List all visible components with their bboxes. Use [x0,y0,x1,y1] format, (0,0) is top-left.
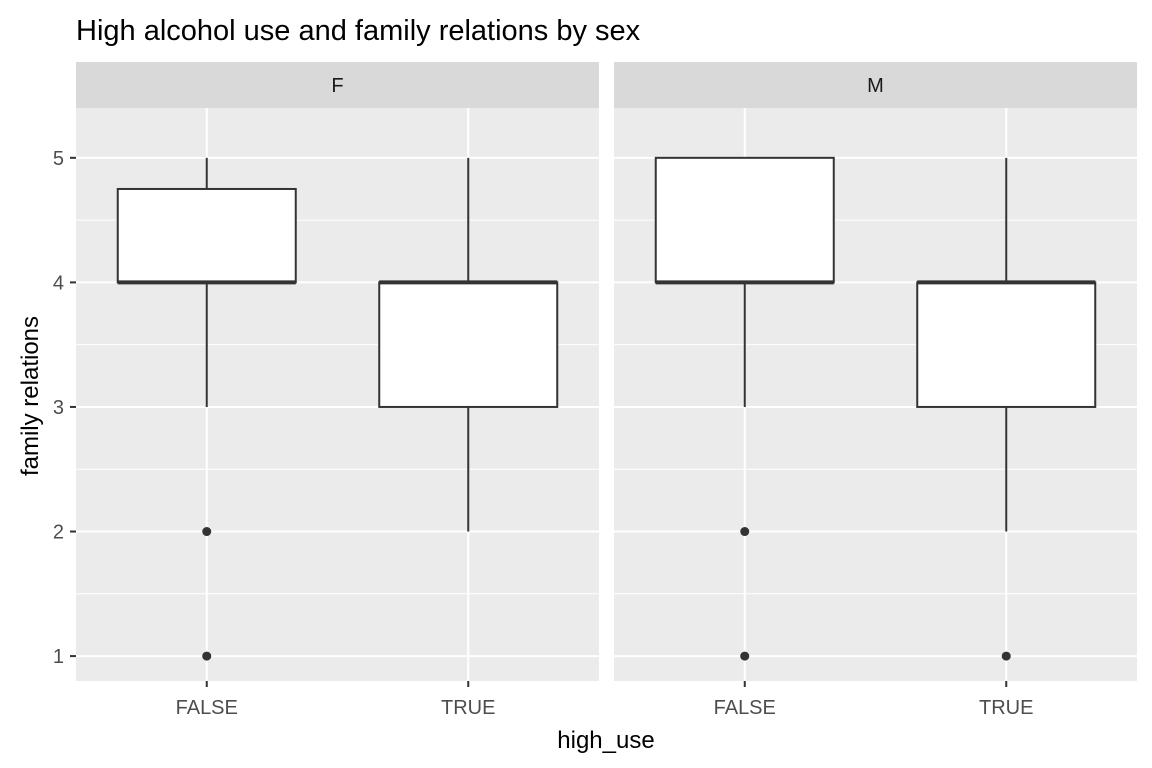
x-tick-label: FALSE [176,697,238,719]
x-tick-label: FALSE [714,697,776,719]
box-f-true [378,157,559,532]
y-tick-label: 2 [53,522,64,544]
outlier-point [1001,651,1011,661]
facet-strip [614,62,1137,108]
x-axis-title: high_use [557,727,654,754]
box-body [916,281,1097,408]
box-f-false [116,157,297,661]
facet-panel-f: F FALSE TRUE [76,62,599,719]
facet-strip-label: M [867,75,884,97]
outlier-point [740,651,750,661]
box-body [116,187,297,284]
x-tick-label: TRUE [441,697,495,719]
box-body [654,156,835,284]
facet-strip [76,62,599,108]
box-m-true [916,157,1097,661]
y-tick-label: 5 [53,148,64,170]
facet-panels: F FALSE TRUE M FALSE TRUE 1 2 3 4 5 [53,62,1137,719]
outlier-point [202,527,212,537]
y-tick-label: 4 [53,272,64,294]
y-axis: 1 2 3 4 5 [53,148,76,668]
facet-strip-label: F [331,75,343,97]
y-tick-label: 1 [53,646,64,668]
y-tick-label: 3 [53,397,64,419]
box-m-false [654,156,835,661]
facet-panel-m: M FALSE TRUE [614,62,1137,719]
outlier-point [202,651,212,661]
chart-title: High alcohol use and family relations by… [76,15,641,47]
y-axis-title: family relations [17,316,44,476]
x-tick-label: TRUE [979,697,1033,719]
box-body [378,281,559,408]
outlier-point [740,527,750,537]
